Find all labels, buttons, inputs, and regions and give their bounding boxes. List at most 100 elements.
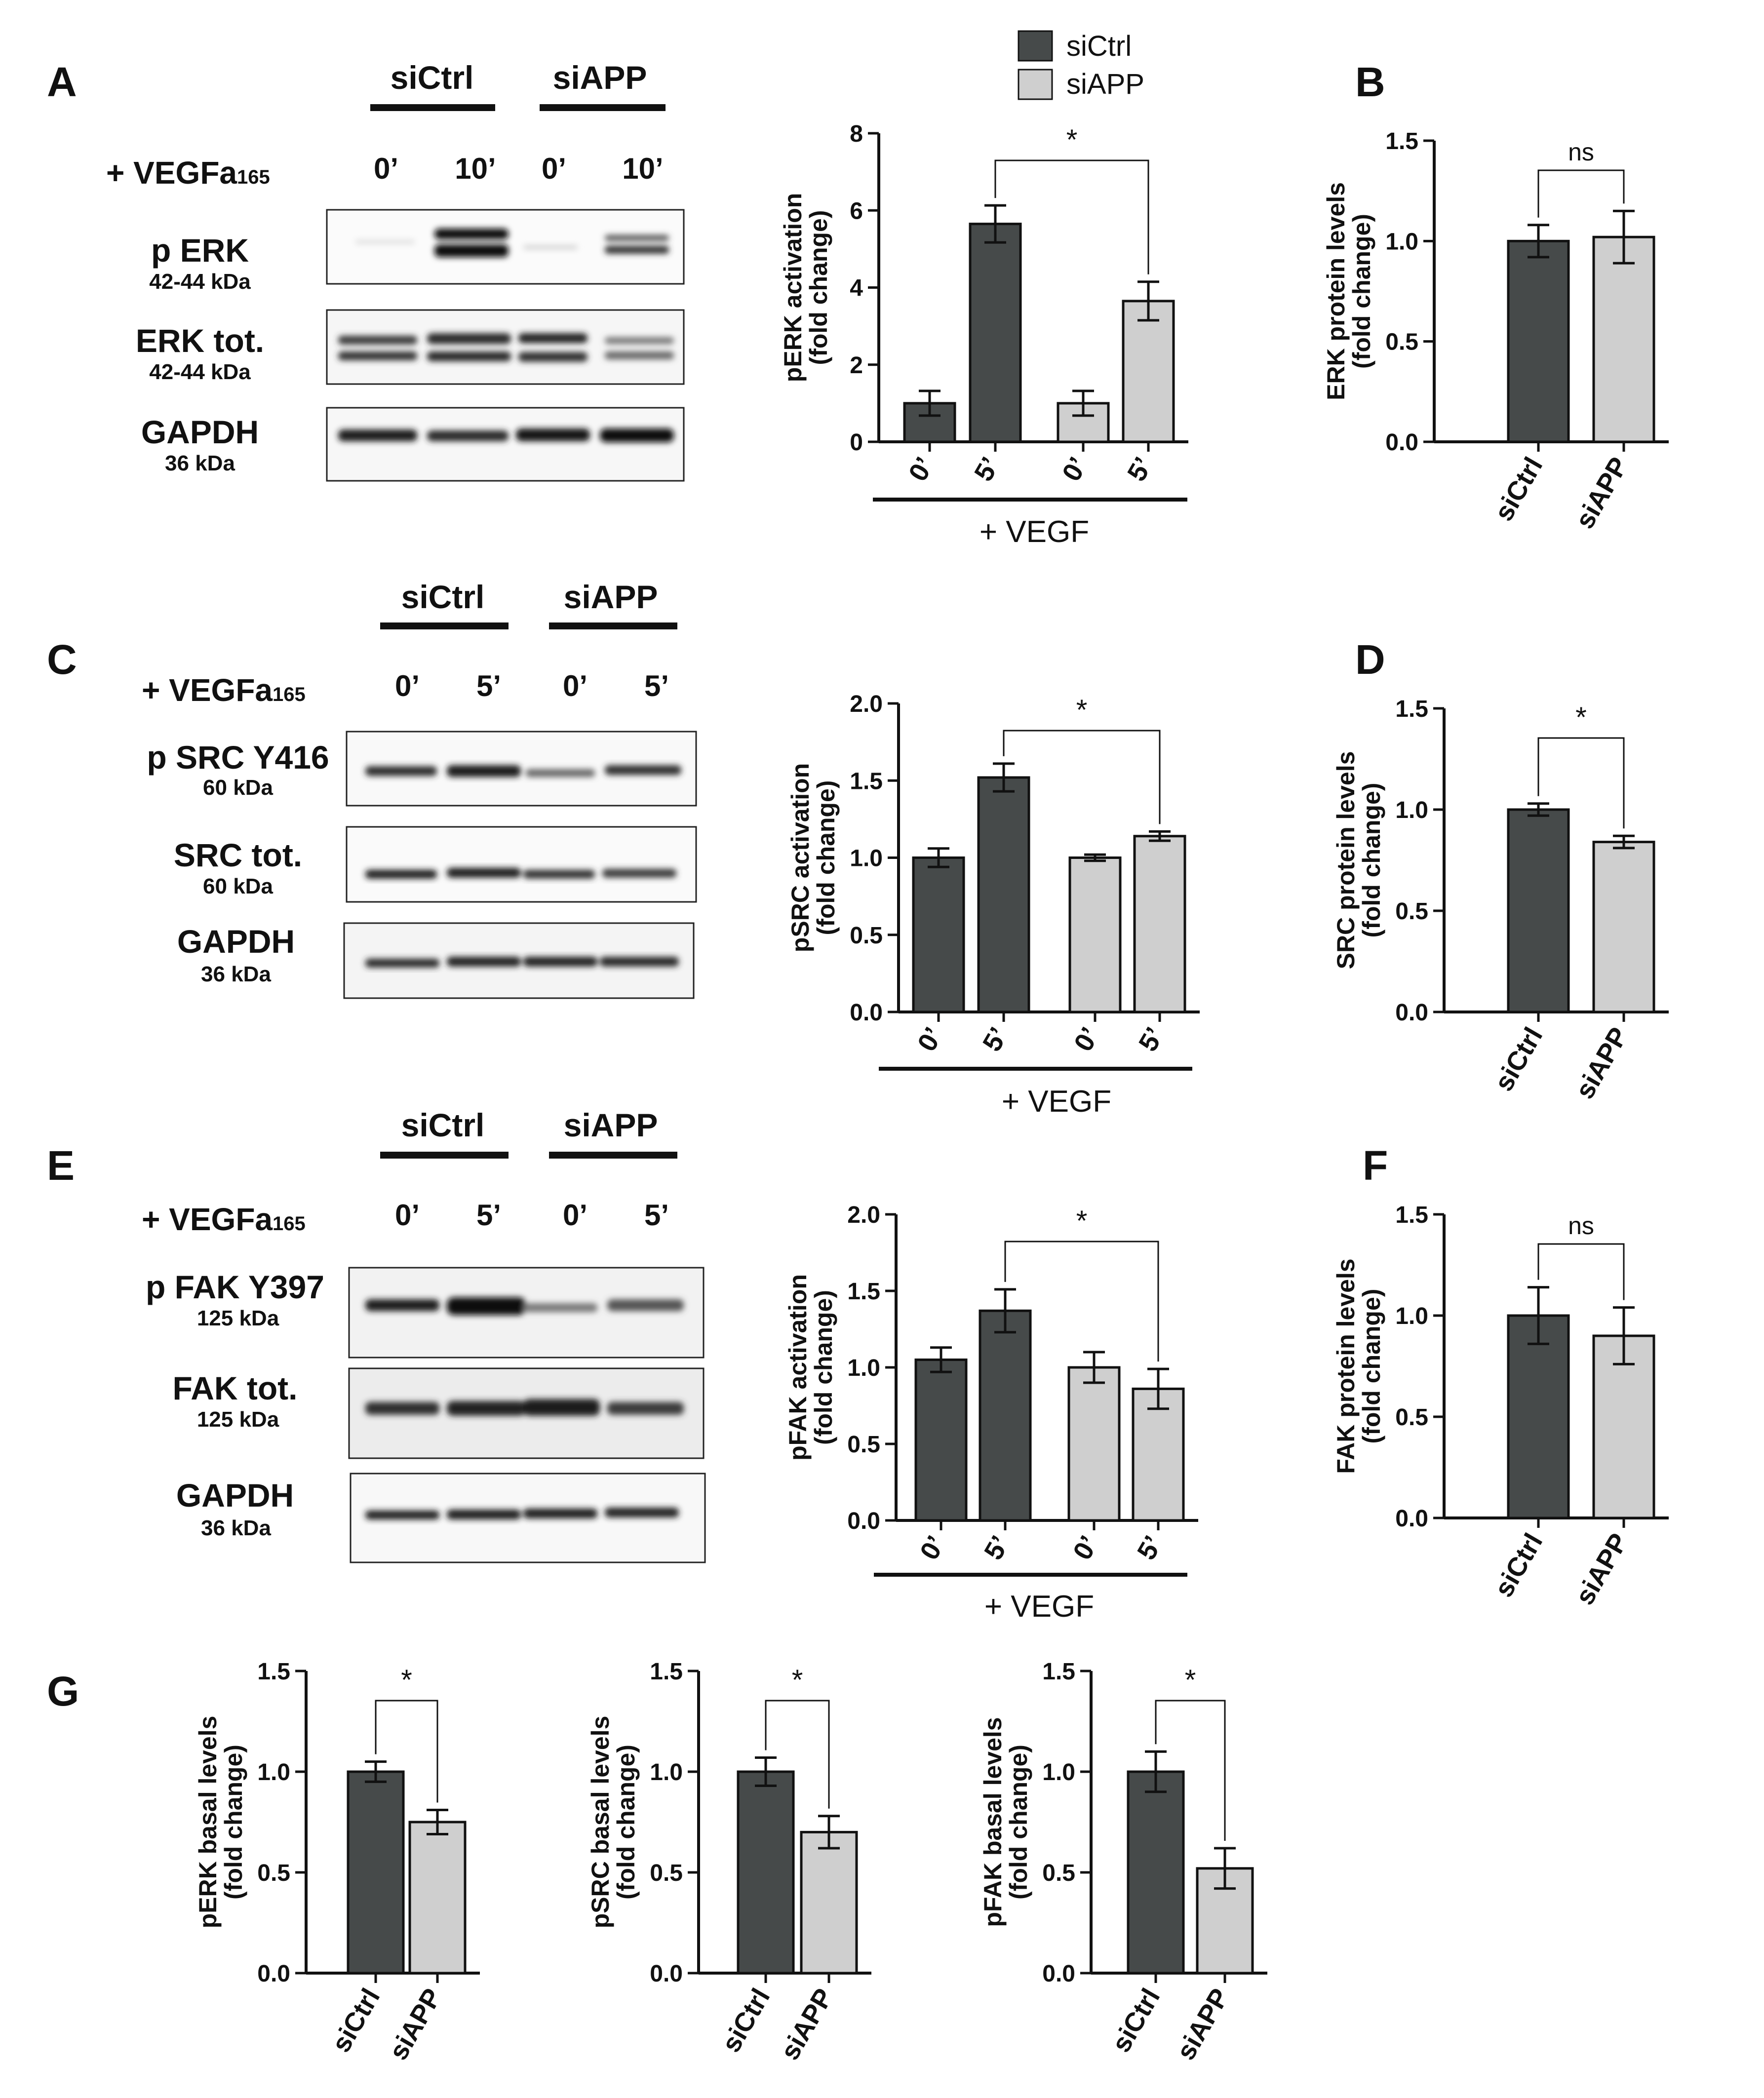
y-axis-label: pERK activation xyxy=(779,193,807,382)
y-tick-label: 0.0 xyxy=(847,1508,880,1534)
blot-a-row-kda-2: 36 kDa xyxy=(165,451,235,475)
bar xyxy=(347,1770,405,1975)
x-category-label: siCtrl xyxy=(1489,452,1548,526)
y-tick-label: 0.0 xyxy=(650,1961,683,1987)
y-axis-label: pFAK activation xyxy=(784,1274,812,1461)
x-group-label: + VEGF xyxy=(984,1590,1094,1624)
y-axis-label: pERK basal levels xyxy=(194,1716,222,1929)
bar xyxy=(914,1359,968,1522)
bar xyxy=(1592,841,1655,1013)
blot-c-row-label-2: GAPDH xyxy=(177,923,295,960)
blot-a-time-0: 0’ xyxy=(374,152,398,185)
significance-label: ns xyxy=(1568,138,1594,166)
blot-e-treatment-sub: 165 xyxy=(273,1213,306,1235)
blot-a-time-1: 10’ xyxy=(455,152,496,185)
chart-g-psrc: 0.0 0.5 1.0 1.5 pSRC basal levels(fold chang… xyxy=(587,1659,871,2065)
x-category-label: 5’ xyxy=(977,1022,1014,1056)
blot-a-membrane-1 xyxy=(326,309,685,385)
bar xyxy=(1127,1770,1185,1975)
y-tick-label: 2.0 xyxy=(850,691,883,717)
significance-label: * xyxy=(1076,1205,1088,1237)
blot-e-time-3: 5’ xyxy=(644,1199,669,1232)
bar xyxy=(1592,235,1655,443)
blot-e-membrane-2 xyxy=(350,1473,706,1563)
bar xyxy=(1133,835,1186,1013)
y-tick-label: 0.0 xyxy=(1395,1000,1428,1026)
blot-c-time-3: 5’ xyxy=(644,669,669,702)
significance-label: * xyxy=(1575,701,1587,734)
blot-e-group-sictrl: siCtrl xyxy=(401,1107,485,1143)
x-category-label: siCtrl xyxy=(1106,1983,1166,2058)
x-category-label: siAPP xyxy=(383,1983,447,2065)
x-category-label: siCtrl xyxy=(1489,1022,1548,1096)
significance-bracket xyxy=(375,1700,438,1803)
y-tick-label: 1.0 xyxy=(1385,229,1418,255)
y-tick-label: 1.0 xyxy=(850,846,883,872)
x-category-label: 5’ xyxy=(979,1531,1015,1565)
blot-e-row-kda-0: 125 kDa xyxy=(197,1306,279,1330)
x-group-label: + VEGF xyxy=(980,515,1089,549)
blot-panel-e: siCtrl siAPP + VEGFa165 0’ 5’ 0’ 5’ p FA… xyxy=(142,1107,706,1563)
blot-e-row-label-2: GAPDH xyxy=(176,1477,294,1514)
blot-a-row-label-0: p ERK xyxy=(151,232,249,269)
y-axis-label: pSRC activation xyxy=(786,763,814,952)
y-tick-label: 1.0 xyxy=(650,1759,683,1786)
significance-label: * xyxy=(1076,694,1088,726)
blot-e-row-label-1: FAK tot. xyxy=(173,1370,298,1406)
bar xyxy=(979,1309,1032,1522)
blot-a-row-label-2: GAPDH xyxy=(141,414,259,450)
y-axis-label-unit: (fold change) xyxy=(805,210,832,365)
significance-label: * xyxy=(401,1664,412,1696)
chart-d-src: 0.0 0.5 1.0 1.5 SRC protein levels(fold chan… xyxy=(1332,696,1669,1104)
legend: siCtrl siAPP xyxy=(1018,30,1144,100)
legend-swatch-siapp xyxy=(1018,69,1053,100)
y-tick-label: 0 xyxy=(850,429,863,456)
blot-a-time-2: 0’ xyxy=(542,152,566,185)
y-tick-label: 1.5 xyxy=(847,1279,880,1305)
x-category-label: 0’ xyxy=(903,452,940,486)
bar xyxy=(800,1830,858,1975)
blot-a-row-kda-0: 42-44 kDa xyxy=(149,270,251,294)
blot-a-group-siapp: siAPP xyxy=(553,59,647,96)
y-axis-label: SRC protein levels xyxy=(1332,751,1360,970)
significance-bracket xyxy=(1537,169,1625,218)
y-tick-label: 1.0 xyxy=(1395,797,1428,823)
x-category-label: siAPP xyxy=(1569,452,1634,534)
significance-bracket xyxy=(1537,737,1625,829)
y-axis-label-unit: (fold change) xyxy=(812,780,840,935)
blot-c-group-sictrl: siCtrl xyxy=(401,579,485,615)
significance-bracket xyxy=(994,159,1149,274)
blot-c-treatment: + VEGFa165 xyxy=(142,672,306,708)
significance-bracket xyxy=(1537,1243,1625,1300)
blot-e-membrane-1 xyxy=(348,1367,705,1459)
blot-e-treatment: + VEGFa165 xyxy=(142,1202,306,1237)
y-tick-label: 4 xyxy=(850,275,863,302)
y-tick-label: 1.5 xyxy=(1395,1202,1428,1228)
y-tick-label: 0.5 xyxy=(850,923,883,949)
y-axis-label: ERK protein levels xyxy=(1322,182,1350,400)
blot-e-time-2: 0’ xyxy=(563,1199,588,1232)
y-tick-label: 0.0 xyxy=(257,1961,290,1987)
blot-c-membrane-2 xyxy=(343,922,695,999)
bar xyxy=(977,776,1030,1013)
chart-f-fak: 0.0 0.5 1.0 1.5 FAK protein levels(fold chan… xyxy=(1332,1202,1669,1610)
panel-label-b: B xyxy=(1355,59,1385,105)
y-axis-label-unit: (fold change) xyxy=(612,1745,640,1900)
y-tick-label: 0.5 xyxy=(650,1860,683,1886)
y-tick-label: 0.5 xyxy=(1385,329,1418,355)
y-axis-label-unit: (fold change) xyxy=(220,1745,247,1900)
significance-label: * xyxy=(792,1664,803,1696)
x-category-label: 0’ xyxy=(1067,1531,1104,1565)
blot-a-treatment-sub: 165 xyxy=(237,166,270,188)
blot-c-treatment-sub: 165 xyxy=(273,684,306,705)
x-category-label: siCtrl xyxy=(1489,1528,1548,1602)
chart-c-psrc: 0.0 0.5 1.0 1.5 2.0 pSRC activation(fold chan… xyxy=(786,691,1200,1119)
blot-c-membrane-0 xyxy=(346,731,697,807)
panel-label-d: D xyxy=(1355,636,1385,683)
x-category-label: 0’ xyxy=(1068,1022,1105,1056)
blot-a-group-sictrl: siCtrl xyxy=(391,59,474,96)
blot-c-membrane-1 xyxy=(346,826,697,903)
blot-c-time-2: 0’ xyxy=(563,669,588,702)
x-category-label: siAPP xyxy=(1569,1022,1634,1104)
y-tick-label: 2 xyxy=(850,352,863,379)
